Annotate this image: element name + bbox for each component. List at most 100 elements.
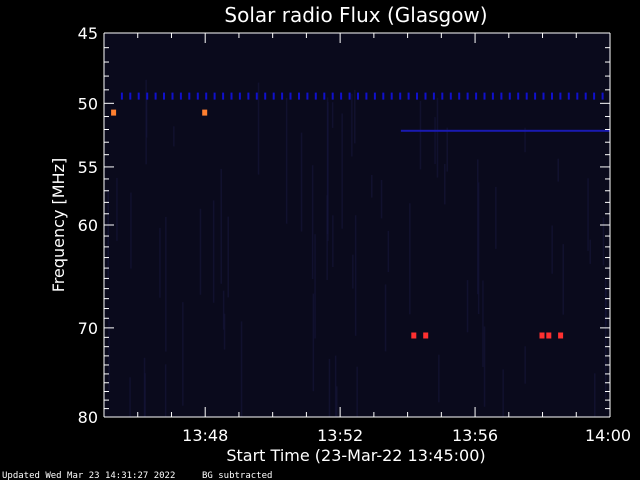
noise-streak (314, 234, 316, 339)
band-dash (179, 92, 182, 100)
y-tick-label: 50 (78, 94, 98, 113)
band-dash (567, 92, 570, 100)
noise-texture (107, 79, 607, 417)
noise-streak (173, 126, 175, 147)
y-axis-title: Frequency [MHz] (49, 158, 68, 292)
band-dash (306, 92, 309, 100)
noise-streak (326, 195, 328, 280)
noise-streak (107, 189, 109, 280)
noise-streak (336, 386, 338, 417)
plot-area (104, 33, 610, 417)
band-dash (551, 92, 553, 100)
band-dash (281, 92, 284, 100)
emission-spot (423, 332, 429, 339)
band-dash (399, 92, 402, 100)
band-dash (491, 92, 494, 100)
noise-streak (222, 290, 225, 330)
band-dash (340, 92, 343, 100)
band-dash (120, 92, 123, 100)
noise-streak (311, 165, 314, 279)
noise-streak (466, 280, 469, 333)
band-dash (238, 92, 241, 100)
noise-streak (341, 113, 343, 229)
noise-streak (495, 186, 497, 249)
noise-streak (594, 373, 596, 417)
band-dash (542, 92, 545, 100)
band-dash (584, 92, 587, 100)
noise-streak (587, 178, 589, 251)
band-dash (247, 92, 250, 100)
band-dash (137, 92, 140, 100)
noise-streak (130, 192, 132, 269)
noise-streak (502, 369, 504, 417)
noise-streak (159, 227, 161, 298)
emission-spot (202, 109, 208, 116)
y-tick-label: 70 (78, 319, 98, 338)
band-dash (365, 92, 368, 100)
emission-spot (539, 332, 545, 339)
bg-subtracted-note: BG subtracted (202, 471, 272, 480)
noise-streak (145, 95, 148, 138)
band-dash (230, 92, 233, 100)
noise-streak (212, 200, 215, 303)
noise-streak (477, 182, 480, 314)
noise-streak (444, 164, 446, 205)
band-dash (272, 92, 275, 100)
x-ticks: 13:48 13:52 13:56 14:00 (103, 33, 631, 445)
band-dash (213, 92, 216, 100)
emission-spot (411, 332, 417, 339)
noise-streak (199, 208, 202, 295)
band-dash (424, 92, 427, 100)
band-dash (416, 92, 418, 100)
band-dash (382, 92, 385, 100)
band-dash (264, 92, 267, 100)
band-dash (348, 92, 351, 100)
noise-streak (604, 278, 607, 399)
band-dash (154, 92, 157, 100)
noise-streak (602, 217, 605, 266)
x-tick-label: 14:00 (585, 426, 631, 445)
noise-streak (371, 175, 373, 198)
band-dash (500, 92, 503, 100)
noise-streak (354, 89, 356, 144)
band-dash (517, 92, 520, 100)
noise-streak (331, 102, 334, 128)
band-dash (163, 92, 165, 100)
noise-streak (300, 132, 303, 232)
noise-streak (387, 230, 390, 272)
band-dash (188, 92, 191, 100)
noise-streak (334, 355, 337, 417)
noise-streak (326, 97, 329, 235)
band-dash (475, 92, 478, 100)
band-dash (483, 92, 486, 100)
band-dash (171, 92, 174, 100)
noise-streak (524, 346, 526, 384)
band-dash (129, 92, 132, 100)
updated-timestamp: Updated Wed Mar 23 14:31:27 2022 (2, 471, 175, 480)
band-dash (559, 92, 562, 100)
noise-streak (589, 239, 591, 264)
emission-line (400, 129, 610, 132)
noise-streak (240, 321, 243, 417)
band-dash (205, 92, 208, 100)
x-axis-title: Start Time (23-Mar-22 13:45:00) (226, 446, 485, 465)
emission-spot (111, 109, 117, 116)
band-dash (534, 92, 537, 100)
band-dash (323, 92, 326, 100)
noise-streak (285, 98, 288, 224)
x-tick-label: 13:56 (452, 426, 498, 445)
noise-streak (165, 216, 167, 352)
noise-streak (352, 254, 354, 289)
noise-streak (108, 318, 110, 393)
emission-spot (546, 332, 552, 339)
noise-streak (438, 354, 440, 403)
band-dash (298, 92, 300, 100)
band-dash (289, 92, 292, 100)
noise-streak (436, 97, 439, 178)
band-dash (458, 92, 461, 100)
y-ticks: 45 50 55 60 70 80 (78, 24, 610, 427)
noise-streak (434, 117, 436, 164)
noise-streak (384, 284, 387, 352)
spectrum-features (111, 92, 610, 339)
